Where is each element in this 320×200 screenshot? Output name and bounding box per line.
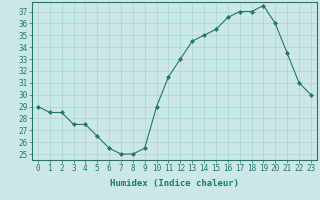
X-axis label: Humidex (Indice chaleur): Humidex (Indice chaleur): [110, 179, 239, 188]
